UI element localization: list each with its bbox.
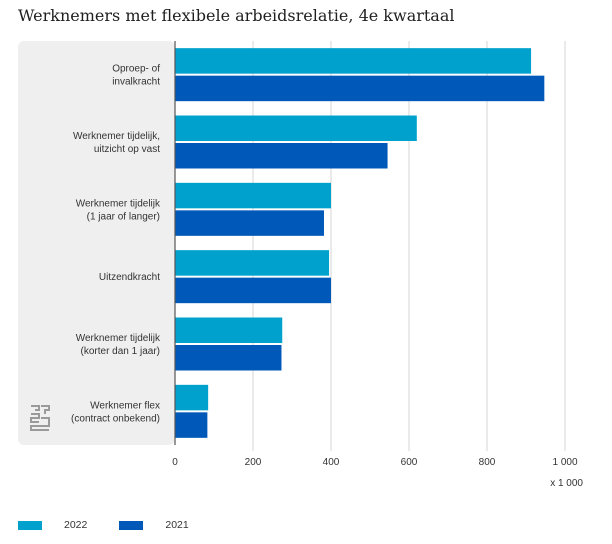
category-label: Uitzendkracht [99,272,160,283]
bar-2021-3 [175,277,331,304]
bar-2022-1 [175,115,417,141]
bar-2021-2 [175,210,324,236]
legend: 2022 2021 [18,519,221,531]
chart-title: Werknemers met flexibele arbeidsrelatie,… [18,6,455,25]
bar-2022-3 [175,250,330,276]
cbs-logo-icon [30,405,50,431]
bar-2022-4 [175,317,283,343]
legend-label-2021: 2021 [165,519,189,531]
bar-2021-5 [175,412,208,438]
legend-swatch-2021 [119,520,144,530]
category-panel [18,41,175,445]
x-tick-label: 1 000 [552,457,577,468]
bar-2022-0 [175,48,532,74]
unit-label: x 1 000 [550,478,583,489]
legend-label-2022: 2022 [64,519,88,531]
gridlines [252,41,566,451]
x-tick-label: 200 [245,457,262,468]
category-label: Oproep- of invalkracht [112,64,160,88]
bar-2021-0 [175,75,545,102]
x-tick-label: 0 [172,457,178,468]
legend-item-2022: 2022 [18,519,87,531]
category-labels: Oproep- of invalkracht Werknemer tijdelijk… [71,64,161,425]
category-label: Werknemer tijdelijk (1 jaar of langer) [76,198,161,222]
x-tick-label: 800 [479,457,496,468]
x-tick-label: 400 [323,457,340,468]
bar-2022-2 [175,182,331,209]
bar-2022-5 [175,384,209,411]
category-label: Werknemer tijdelijk (korter dan 1 jaar) [76,333,161,357]
legend-swatch-2022 [18,520,42,530]
bar-2021-1 [175,143,388,169]
category-label: Werknemer flex (contract onbekend) [71,400,160,424]
bar-2021-4 [175,345,282,371]
legend-item-2021: 2021 [119,519,189,531]
x-tick-labels: 0 200 400 600 800 1 000 [172,457,578,468]
bars [175,48,545,438]
category-label: Werknemer tijdelijk, uitzicht op vast [73,131,160,155]
x-tick-label: 600 [401,457,418,468]
